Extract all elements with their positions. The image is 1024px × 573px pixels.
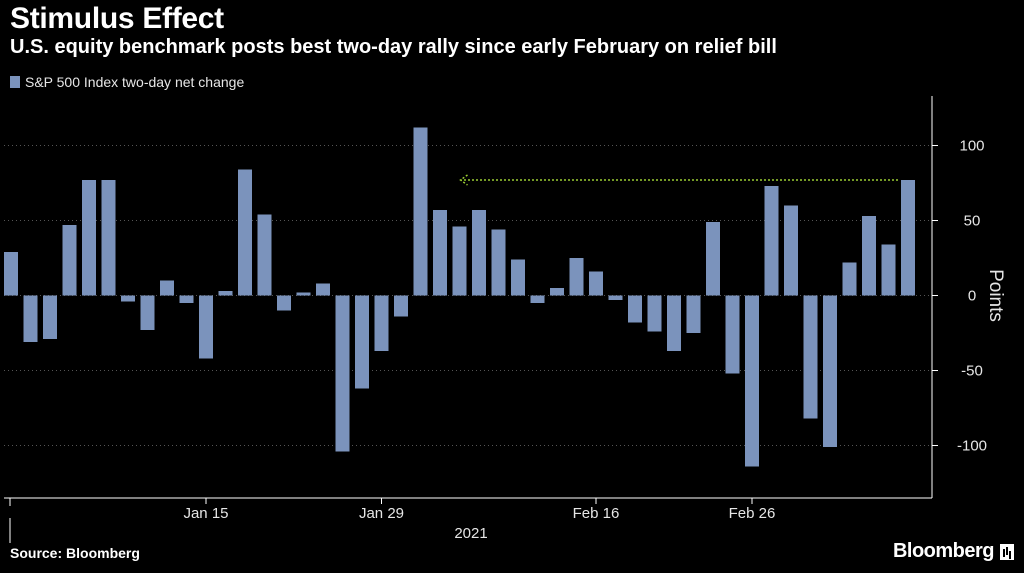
- bar-25: [491, 229, 506, 296]
- bar-32: [628, 295, 642, 323]
- brand-name: Bloomberg: [892, 540, 995, 562]
- bar-10: [199, 295, 213, 359]
- bar-36: [706, 222, 720, 296]
- bar-43: [842, 262, 857, 296]
- bar-44: [862, 216, 876, 296]
- chart-title: Stimulus Effect: [10, 2, 224, 35]
- bar-22: [433, 210, 447, 296]
- bar-6: [121, 295, 135, 302]
- y-tick-label-1: 50: [964, 213, 981, 230]
- bar-27: [530, 295, 545, 303]
- x-tick-label-1: Jan 29: [359, 505, 404, 522]
- bar-23: [452, 226, 467, 296]
- bar-33: [647, 295, 662, 332]
- bar-1: [23, 295, 38, 342]
- chart-subtitle: U.S. equity benchmark posts best two-day…: [10, 36, 777, 58]
- bar-16: [316, 283, 330, 296]
- brand-logo: Bloomberg: [893, 540, 1014, 563]
- annotation-arrow-head: [459, 174, 468, 186]
- bar-34: [667, 295, 681, 351]
- bar-45: [881, 244, 896, 296]
- bar-15: [296, 292, 311, 296]
- legend: S&P 500 Index two-day net change: [10, 74, 244, 90]
- bar-21: [413, 127, 428, 296]
- bar-40: [784, 205, 798, 296]
- bar-8: [160, 280, 174, 296]
- bar-18: [355, 295, 369, 389]
- source-note: Source: Bloomberg: [10, 545, 140, 561]
- bar-0: [4, 252, 18, 296]
- bar-19: [374, 295, 389, 351]
- bar-24: [472, 210, 486, 296]
- y-axis-label: Points: [985, 269, 1006, 322]
- bar-9: [179, 295, 194, 303]
- y-tick-label-3: -50: [961, 363, 983, 380]
- x-tick-label-3: Feb 26: [729, 505, 776, 522]
- bar-2: [43, 295, 57, 339]
- bar-39: [764, 186, 779, 296]
- y-tick-label-2: 0: [968, 288, 976, 305]
- bar-13: [257, 214, 272, 296]
- bar-7: [140, 295, 155, 330]
- x-tick-label-2: Feb 16: [573, 505, 620, 522]
- bar-41: [803, 295, 818, 419]
- bar-17: [335, 295, 350, 452]
- bar-26: [511, 259, 525, 296]
- bar-35: [686, 295, 701, 333]
- bar-12: [238, 169, 252, 296]
- bar-42: [823, 295, 837, 447]
- y-tick-label-0: 100: [959, 138, 984, 155]
- x-year-label: 2021: [454, 525, 487, 542]
- bar-38: [745, 295, 759, 467]
- legend-label: S&P 500 Index two-day net change: [25, 74, 245, 90]
- bar-3: [62, 225, 77, 296]
- y-tick-label-4: -100: [957, 438, 987, 455]
- legend-swatch: [10, 76, 20, 88]
- bar-31: [608, 295, 623, 300]
- bar-37: [725, 295, 740, 374]
- bar-5: [101, 180, 116, 296]
- bar-30: [589, 271, 603, 296]
- bar-46: [901, 180, 915, 296]
- x-tick-label-0: Jan 15: [183, 505, 228, 522]
- bar-28: [550, 288, 564, 296]
- bar-11: [218, 291, 233, 296]
- bar-20: [394, 295, 408, 317]
- bar-4: [82, 180, 96, 296]
- bar-chart-icon: [1000, 543, 1014, 560]
- bar-14: [277, 295, 291, 311]
- bar-29: [569, 258, 584, 296]
